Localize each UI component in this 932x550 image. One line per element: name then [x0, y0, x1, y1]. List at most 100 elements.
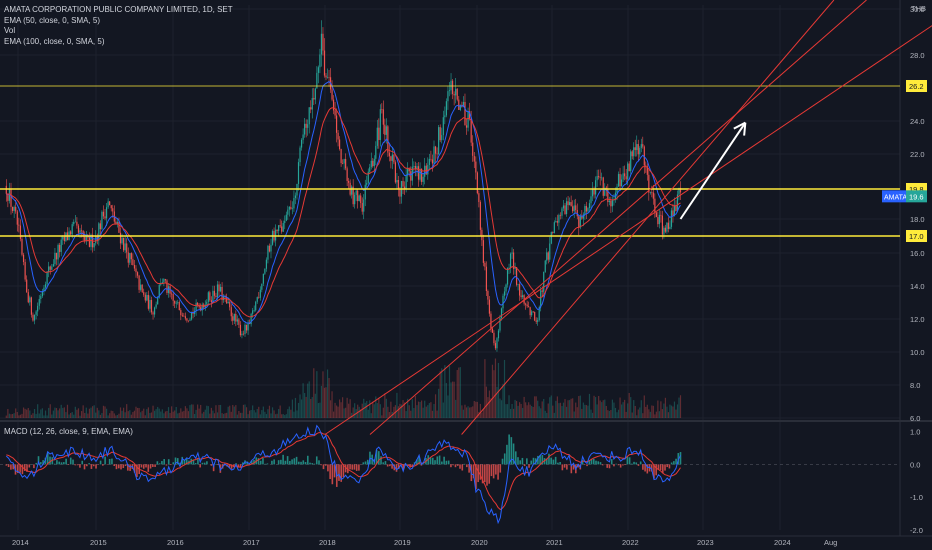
candle-body [464, 101, 466, 126]
time-tick-label: 2021 [546, 538, 563, 547]
macd-histogram-bar [152, 464, 154, 467]
candle-body [567, 201, 569, 206]
arrow-head [733, 121, 746, 130]
volume-bar [419, 401, 421, 418]
volume-bar [150, 412, 153, 418]
volume-bar [482, 409, 484, 418]
candle-body [74, 221, 76, 223]
macd-histogram-bar [477, 464, 479, 483]
candle-body [206, 301, 208, 305]
macd-histogram-bar [90, 464, 93, 469]
macd-histogram-bar [436, 456, 439, 465]
candle-body [79, 230, 81, 233]
candle-body [43, 287, 45, 292]
volume-bar [453, 381, 455, 418]
macd-histogram-bar [309, 462, 311, 465]
volume-bar [678, 397, 680, 418]
ema50-legend[interactable]: EMA (50, close, 0, SMA, 5) [4, 15, 101, 25]
volume-bar [206, 405, 208, 418]
macd-histogram-bar [541, 455, 544, 465]
macd-histogram-bar [675, 458, 677, 465]
volume-bar [88, 408, 91, 418]
volume-bar [475, 401, 477, 418]
macd-histogram-bar [380, 456, 382, 465]
candle-body [360, 195, 362, 204]
volume-bar [399, 403, 401, 418]
candle-body [55, 252, 58, 260]
volume-bar [186, 408, 188, 418]
volume-bar [102, 405, 105, 418]
volume-bar [670, 405, 673, 418]
macd-histogram-bar [65, 458, 67, 465]
candle-body [436, 153, 438, 155]
volume-bar [523, 396, 525, 418]
time-axis[interactable]: 2014 2015 2016 2017 2018 2019 2020 2021 2022 2023… [12, 538, 837, 547]
volume-legend[interactable]: Vol [4, 26, 16, 35]
volume-bar [509, 408, 512, 418]
candle-body [37, 305, 39, 312]
volume-bar [427, 405, 429, 418]
volume-bar [351, 412, 353, 418]
macd-histogram-bar [566, 464, 568, 470]
macd-histogram-bar [475, 464, 477, 490]
candle-body [402, 181, 404, 187]
macd-histogram-bar [17, 464, 19, 474]
volume-bar [473, 400, 475, 418]
macd-histogram-bar [102, 464, 104, 466]
volume-bar [247, 414, 249, 418]
candle-body [497, 330, 500, 339]
volume-bar [201, 413, 203, 418]
macd-axis[interactable]: 1.0 0.0 -1.0 -2.0 [902, 428, 928, 535]
candle-body [313, 98, 315, 100]
volume-bar [18, 415, 20, 418]
last-price-tag [906, 190, 927, 203]
volume-bar [235, 405, 237, 418]
volume-bar [236, 414, 238, 418]
candle-body [488, 299, 491, 314]
candle-body [664, 227, 667, 232]
ema-lines [6, 80, 681, 324]
volume-bar [619, 397, 621, 418]
candle-body [70, 231, 72, 235]
volume-bar [40, 409, 42, 418]
macd-histogram-bar [495, 464, 497, 475]
candle-body [51, 266, 53, 270]
macd-histogram-bar [521, 457, 524, 465]
candle-body [337, 132, 339, 140]
candle-body [393, 154, 395, 163]
volume-bar [104, 406, 106, 418]
macd-histogram-bar [427, 455, 430, 465]
candle-body [340, 149, 342, 164]
macd-histogram-bar [291, 459, 293, 465]
volume-bar [360, 409, 362, 418]
ema100-legend[interactable]: EMA (100, close, 0, SMA, 5) [4, 36, 105, 46]
symbol-title[interactable]: AMATA CORPORATION PUBLIC COMPANY LIMITED… [4, 5, 233, 14]
volume-bar [256, 408, 258, 418]
volume-bar [197, 404, 199, 418]
macd-histogram-bar [217, 464, 219, 466]
volume-bar [441, 368, 443, 418]
volume-bar [200, 404, 202, 418]
macd-histogram-bar [81, 460, 84, 465]
volume-bar [550, 395, 552, 418]
macd-histogram-bar [590, 458, 593, 465]
macd-legend[interactable]: MACD (12, 26, close, 9, EMA, EMA) [4, 427, 133, 436]
macd-histogram-bar [577, 464, 579, 468]
candle-body [381, 109, 383, 110]
candle-body [546, 252, 548, 261]
candle-body [345, 159, 347, 169]
macd-histogram-bar [51, 457, 54, 465]
volume-bar [118, 413, 120, 418]
chart-drawings[interactable] [0, 0, 932, 435]
candle-body [184, 316, 186, 319]
volume-bar [494, 358, 497, 418]
macd-histogram-bar [206, 461, 208, 465]
candle-body [660, 214, 662, 216]
volume-bar [127, 411, 129, 418]
macd-histogram-bar [395, 464, 398, 472]
volume-bar [82, 405, 84, 418]
candle-body [430, 158, 432, 160]
volume-bar [481, 412, 483, 418]
